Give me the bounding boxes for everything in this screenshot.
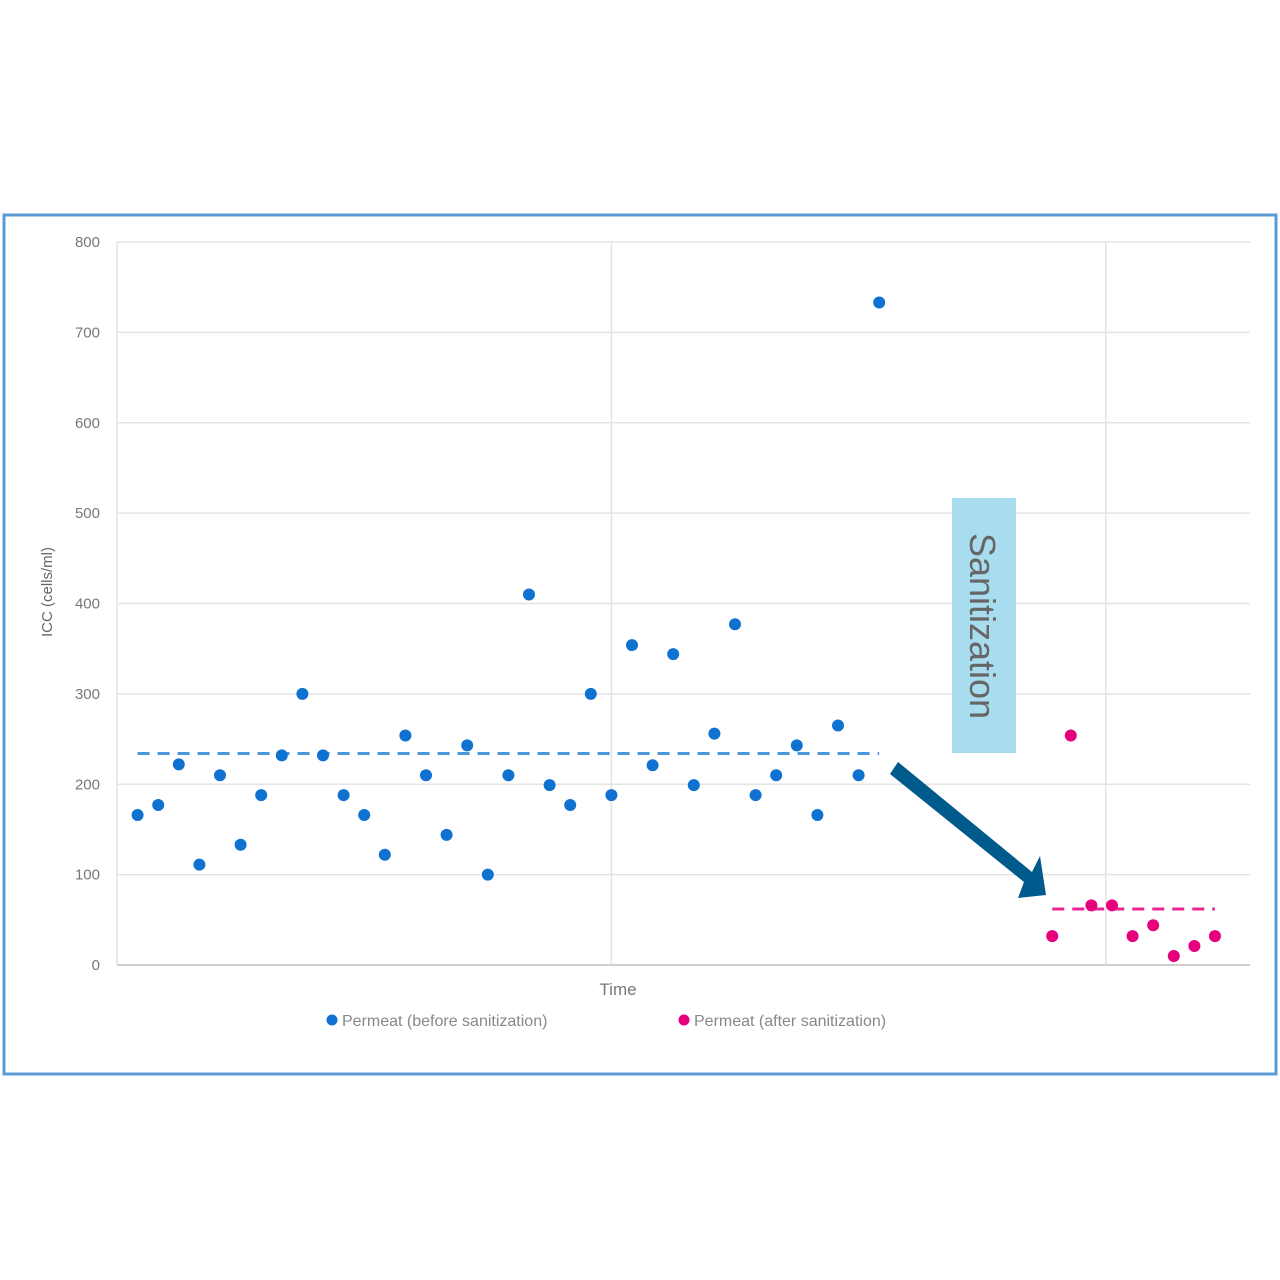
data-point-before — [584, 687, 597, 700]
data-point-before — [131, 808, 144, 821]
data-point-before — [790, 739, 803, 752]
data-point-before — [873, 296, 886, 309]
y-axis-label: ICC (cells/ml) — [39, 547, 56, 637]
data-point-before — [317, 749, 329, 762]
data-point-before — [543, 779, 556, 792]
y-tick-labels: 0 100 200 300 400 500 600 700 800 — [75, 234, 100, 974]
data-point-before — [461, 739, 474, 752]
sanitization-annotation: Sanitization — [952, 498, 1016, 753]
data-point-before — [420, 769, 432, 782]
y-tick-label: 500 — [75, 505, 100, 522]
y-tick-label: 0 — [92, 957, 100, 974]
data-point-before — [832, 719, 844, 732]
mean-lines — [137, 752, 1215, 911]
data-point-before — [523, 588, 535, 601]
chart-frame — [2, 213, 1278, 1076]
data-point-before — [708, 727, 721, 740]
data-point-after — [1188, 940, 1201, 953]
data-point-before — [234, 838, 247, 851]
data-point-before — [255, 789, 268, 802]
data-point-before — [440, 828, 453, 841]
data-point-after — [1126, 930, 1139, 943]
data-point-after — [1064, 729, 1077, 742]
annotation-box — [952, 498, 1016, 753]
y-tick-label: 200 — [75, 776, 100, 793]
data-point-before — [729, 618, 741, 631]
data-point-before — [770, 769, 783, 782]
data-point-before — [811, 808, 824, 821]
data-point-after — [1208, 930, 1221, 943]
legend: Permeat (before sanitization) Permeat (a… — [326, 1013, 886, 1030]
data-point-after — [1167, 949, 1180, 962]
data-point-before — [564, 799, 577, 812]
legend-marker-before — [326, 1014, 338, 1026]
data-point-before — [193, 858, 206, 871]
annotation-text: Sanitization — [962, 533, 1003, 719]
data-point-before — [646, 759, 659, 772]
y-tick-label: 300 — [75, 686, 100, 703]
data-point-before — [399, 729, 412, 742]
data-point-before — [214, 769, 226, 782]
x-axis-label: Time — [599, 980, 636, 999]
gridlines — [116, 241, 1250, 966]
data-point-before — [358, 808, 371, 821]
data-point-after — [1105, 899, 1118, 912]
data-point-after — [1046, 930, 1059, 943]
data-point-before — [481, 868, 494, 881]
data-point-before — [152, 799, 165, 812]
legend-label-after: Permeat (after sanitization) — [694, 1013, 886, 1030]
data-point-before — [667, 648, 680, 661]
data-point-before — [626, 639, 638, 652]
y-tick-label: 100 — [75, 867, 100, 884]
data-point-before — [172, 758, 185, 771]
data-point-before — [852, 769, 865, 782]
arrow-icon — [890, 762, 1046, 898]
data-point-before — [687, 779, 700, 792]
data-point-before — [275, 749, 288, 762]
data-point-before — [502, 769, 515, 782]
legend-label-before: Permeat (before sanitization) — [342, 1013, 547, 1030]
legend-marker-after — [678, 1014, 690, 1026]
data-point-before — [605, 789, 618, 802]
data-point-before — [337, 789, 350, 802]
data-point-before — [296, 687, 309, 700]
data-point-after — [1085, 899, 1098, 912]
data-points — [131, 296, 1221, 962]
data-point-before — [749, 789, 762, 802]
data-point-before — [378, 848, 391, 861]
y-tick-label: 400 — [75, 596, 100, 613]
y-tick-label: 600 — [75, 415, 100, 432]
data-point-after — [1147, 919, 1160, 932]
y-tick-label: 800 — [75, 234, 100, 251]
y-tick-label: 700 — [75, 324, 100, 341]
